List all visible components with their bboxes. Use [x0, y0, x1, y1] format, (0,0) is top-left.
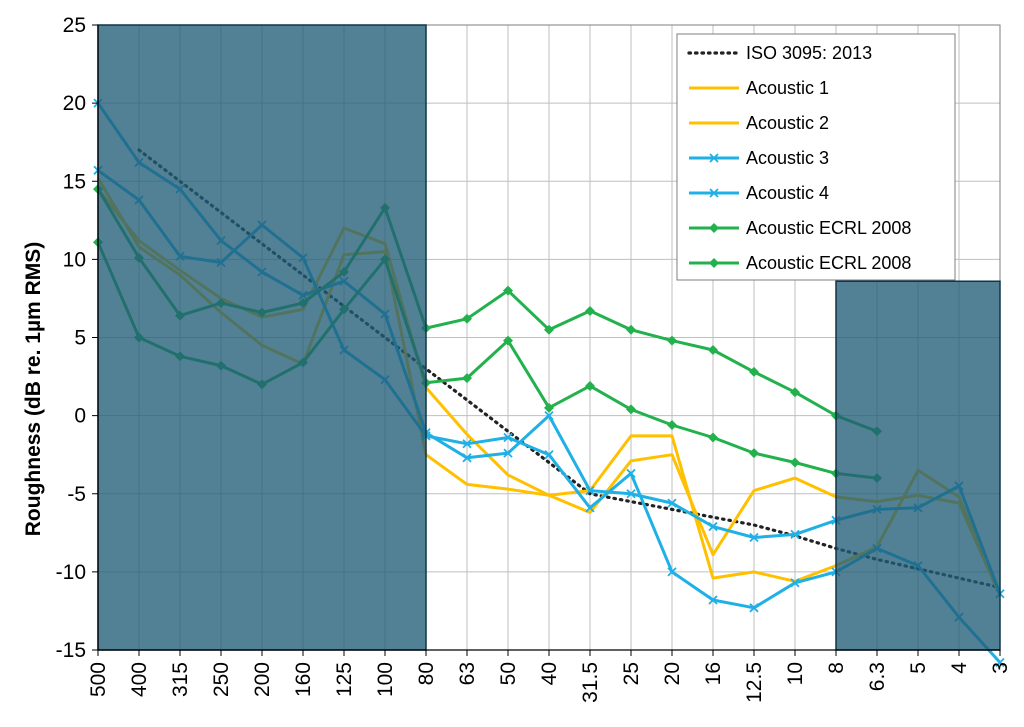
data-point: [749, 448, 759, 459]
data-point: [995, 657, 1005, 668]
data-point: [503, 335, 513, 346]
data-point: [503, 448, 513, 458]
data-point: [462, 453, 472, 463]
data-point: [667, 498, 677, 508]
x-tick-label: 250: [210, 662, 233, 697]
data-point: [708, 595, 718, 605]
x-tick-label: 500: [87, 662, 110, 697]
y-tick-label: 15: [63, 170, 86, 193]
y-axis-label: Roughness (dB re. 1µm RMS): [22, 242, 45, 536]
x-tick-label: 5: [907, 662, 930, 674]
y-tick-label: -15: [56, 639, 86, 662]
data-point: [544, 450, 554, 460]
x-tick-label: 25: [620, 662, 643, 685]
shaded-region: [835, 280, 1001, 651]
x-tick-label: 10: [784, 662, 807, 685]
legend-item: ISO 3095: 2013: [687, 43, 872, 63]
legend-item: Acoustic ECRL 2008: [689, 218, 911, 238]
legend-item: Acoustic 1: [689, 78, 829, 98]
x-tick-label: 4: [948, 662, 971, 674]
data-point: [749, 603, 759, 613]
x-tick-label: 200: [251, 662, 274, 697]
data-point: [790, 578, 800, 588]
legend-item: Acoustic 3: [689, 148, 829, 168]
y-tick-label: 20: [63, 92, 86, 115]
legend-marker: [709, 258, 719, 268]
x-tick-label: 50: [497, 662, 520, 685]
legend-label: Acoustic ECRL 2008: [746, 253, 911, 273]
shaded-regions: [97, 24, 1001, 651]
x-tick-label: 160: [292, 662, 315, 697]
x-tick-label: 125: [333, 662, 356, 697]
legend-item: Acoustic ECRL 2008: [689, 253, 911, 273]
data-point: [503, 432, 513, 443]
data-point: [626, 404, 636, 415]
data-point: [667, 335, 677, 346]
legend: ISO 3095: 2013 Acoustic 1 Acoustic 2 Acoust…: [676, 33, 956, 281]
y-tick-label: -5: [67, 483, 86, 506]
legend-label: ISO 3095: 2013: [746, 43, 872, 63]
data-point: [667, 567, 677, 577]
legend-label: Acoustic 1: [746, 78, 829, 98]
data-point: [749, 532, 759, 543]
data-point: [585, 305, 595, 316]
data-point: [626, 324, 636, 335]
data-point: [790, 529, 800, 540]
shaded-region: [97, 24, 427, 651]
x-tick-label: 100: [374, 662, 397, 697]
x-tick-label: 63: [456, 662, 479, 685]
x-tick-label: 12.5: [743, 662, 766, 703]
x-tick-label: 3: [989, 662, 1012, 674]
data-point: [626, 489, 636, 499]
y-tick-label: 25: [63, 14, 86, 37]
data-point: [708, 345, 718, 355]
x-tick-label: 6.3: [866, 662, 889, 691]
legend-marker: [709, 223, 719, 233]
y-tick-label: 5: [74, 327, 86, 350]
x-tick-label: 315: [169, 662, 192, 697]
data-point: [708, 521, 718, 532]
data-point: [544, 410, 554, 421]
data-point: [462, 373, 472, 384]
legend-label: Acoustic 4: [746, 183, 829, 203]
legend-label: Acoustic ECRL 2008: [746, 218, 911, 238]
data-point: [544, 402, 554, 413]
x-tick-label: 16: [702, 662, 725, 685]
legend-marker: [709, 188, 719, 198]
x-tick-label: 8: [825, 662, 848, 674]
legend-label: Acoustic 3: [746, 148, 829, 168]
x-tick-label: 20: [661, 662, 684, 685]
legend-item: Acoustic 2: [689, 113, 829, 133]
x-tick-label: 400: [128, 662, 151, 697]
y-tick-label: 10: [63, 248, 86, 271]
data-point: [503, 285, 513, 296]
data-point: [462, 313, 472, 324]
legend-label: Acoustic 2: [746, 113, 829, 133]
data-point: [790, 387, 800, 398]
data-point: [626, 468, 636, 479]
data-point: [585, 380, 595, 391]
data-point: [462, 439, 472, 449]
data-point: [790, 457, 800, 468]
data-point: [667, 420, 677, 430]
x-tick-label: 31.5: [579, 662, 602, 703]
data-point: [544, 324, 554, 335]
x-tick-label: 80: [415, 662, 438, 685]
legend-marker: [709, 153, 719, 163]
y-tick-label: 0: [74, 405, 86, 428]
y-tick-label: -10: [56, 561, 86, 584]
data-point: [585, 503, 595, 513]
data-point: [749, 366, 759, 377]
x-tick-label: 40: [538, 662, 561, 685]
legend-item: Acoustic 4: [689, 183, 829, 203]
data-point: [708, 432, 718, 443]
data-point: [585, 485, 595, 496]
